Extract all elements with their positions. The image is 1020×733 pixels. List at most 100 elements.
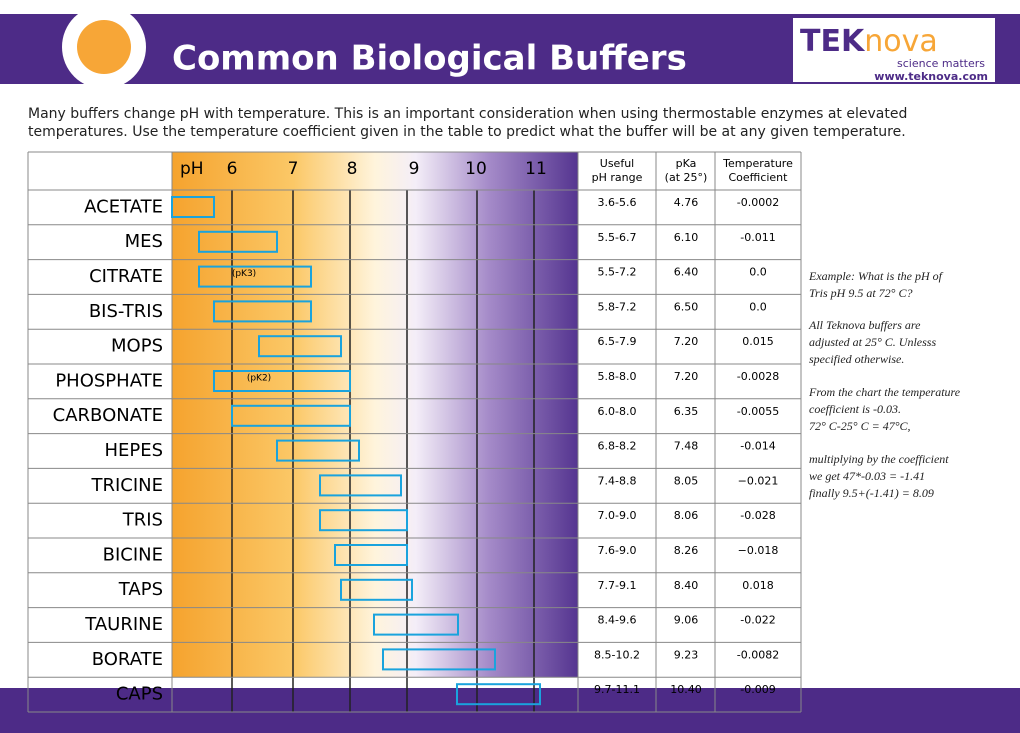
buffer-name: BICINE	[103, 544, 163, 565]
range-bar	[319, 474, 402, 497]
ph-range: 5.5-7.2	[598, 266, 637, 279]
note-line: multiplying by the coefficient	[809, 452, 949, 466]
range-bar	[319, 509, 408, 532]
pka: 6.35	[674, 405, 699, 418]
buffer-name: CITRATE	[89, 266, 163, 287]
pk-note: (pK2)	[247, 374, 271, 384]
column-header: pH range	[592, 171, 643, 184]
ph-range: 5.8-7.2	[598, 300, 637, 313]
buffer-name: ACETATE	[84, 196, 163, 217]
coefficient: -0.011	[740, 231, 775, 244]
coefficient: −0.021	[738, 474, 779, 487]
pka: 8.06	[674, 509, 699, 522]
ph-range: 7.4-8.8	[598, 474, 637, 487]
ph-tick: 11	[525, 159, 547, 179]
ph-range: 5.8-8.0	[598, 370, 637, 383]
ph-range: 7.0-9.0	[598, 509, 637, 522]
buffer-name: HEPES	[104, 440, 163, 461]
pka: 6.10	[674, 231, 699, 244]
ph-tick: 9	[409, 159, 420, 179]
ph-range: 9.7-11.1	[594, 683, 640, 696]
range-bar	[258, 335, 342, 358]
buffer-name: CARBONATE	[53, 405, 163, 426]
buffer-name: TRIS	[122, 510, 163, 531]
ph-range: 6.8-8.2	[598, 440, 637, 453]
coefficient: -0.0055	[737, 405, 779, 418]
ph-range: 5.5-6.7	[598, 231, 637, 244]
pka: 7.20	[674, 370, 699, 383]
range-bar	[213, 300, 312, 323]
note-line: All Teknova buffers are	[808, 318, 921, 332]
ph-range: 8.5-10.2	[594, 648, 640, 661]
coefficient: -0.0028	[737, 370, 779, 383]
column-header: Coefficient	[729, 171, 789, 184]
range-bar	[198, 265, 312, 288]
pka: 8.05	[674, 474, 699, 487]
note-line: adjusted at 25° C. Unlesss	[809, 335, 936, 349]
note-line: specified otherwise.	[809, 352, 904, 366]
pka: 4.76	[674, 196, 699, 209]
range-bar	[276, 439, 360, 462]
pka: 6.40	[674, 266, 699, 279]
range-bar	[373, 613, 459, 636]
range-bar	[213, 370, 351, 392]
ph-tick: 7	[288, 159, 299, 179]
buffer-name: TRICINE	[90, 475, 163, 496]
note-line: Tris pH 9.5 at 72° C?	[809, 286, 913, 300]
ph-label: pH	[180, 159, 204, 179]
range-bar	[171, 196, 215, 218]
note-line: From the chart the temperature	[808, 385, 961, 399]
brand: TEKnova	[800, 24, 938, 59]
coefficient: -0.009	[740, 683, 775, 696]
pka: 10.40	[670, 683, 702, 696]
range-bar	[231, 404, 351, 427]
brand-a: TEK	[800, 24, 866, 59]
coefficient: -0.028	[740, 509, 775, 522]
coefficient: -0.014	[740, 440, 775, 453]
intro-line: Many buffers change pH with temperature.…	[28, 106, 907, 122]
url: www.teknova.com	[874, 70, 988, 83]
range-bar	[456, 683, 541, 706]
intro-line: temperatures. Use the temperature coeffi…	[28, 124, 906, 140]
brand-b: nova	[864, 24, 938, 59]
note-line: finally 9.5+(-1.41) = 8.09	[809, 486, 934, 500]
pka: 9.06	[674, 614, 699, 627]
coefficient: 0.015	[742, 335, 774, 348]
footer-band	[0, 688, 1020, 733]
buffer-name: BIS-TRIS	[89, 301, 163, 322]
coefficient: 0.018	[742, 579, 774, 592]
note-line: 72° C-25° C = 47°C,	[809, 419, 911, 433]
ph-range: 8.4-9.6	[598, 614, 637, 627]
coefficient: 0.0	[749, 266, 767, 279]
coefficient: -0.022	[740, 614, 775, 627]
pka: 7.20	[674, 335, 699, 348]
ph-range: 7.7-9.1	[598, 579, 637, 592]
ph-range: 7.6-9.0	[598, 544, 637, 557]
title: Common Biological Buffers	[172, 39, 687, 79]
column-header: pKa	[676, 157, 697, 170]
tagline: science matters	[897, 57, 985, 70]
range-bar	[198, 230, 278, 253]
ph-gradient	[172, 152, 578, 677]
buffer-name: PHOSPHATE	[55, 370, 163, 391]
pka: 8.26	[674, 544, 699, 557]
ph-range: 6.5-7.9	[598, 335, 637, 348]
ph-range: 6.0-8.0	[598, 405, 637, 418]
buffer-name: MES	[125, 231, 163, 252]
pka: 9.23	[674, 648, 699, 661]
ph-tick: 10	[465, 159, 487, 179]
coefficient: -0.0002	[737, 196, 779, 209]
pk-note: (pK3)	[232, 269, 256, 279]
buffer-name: MOPS	[111, 336, 163, 357]
logo-dot	[77, 20, 131, 74]
column-header: Useful	[600, 157, 634, 170]
buffer-name: CAPS	[116, 684, 163, 705]
pka: 7.48	[674, 440, 699, 453]
pka: 6.50	[674, 300, 699, 313]
ph-tick: 8	[347, 159, 358, 179]
ph-range: 3.6-5.6	[598, 196, 637, 209]
coefficient: −0.018	[738, 544, 779, 557]
buffer-name: TAPS	[118, 579, 163, 600]
buffer-name: BORATE	[92, 649, 163, 670]
